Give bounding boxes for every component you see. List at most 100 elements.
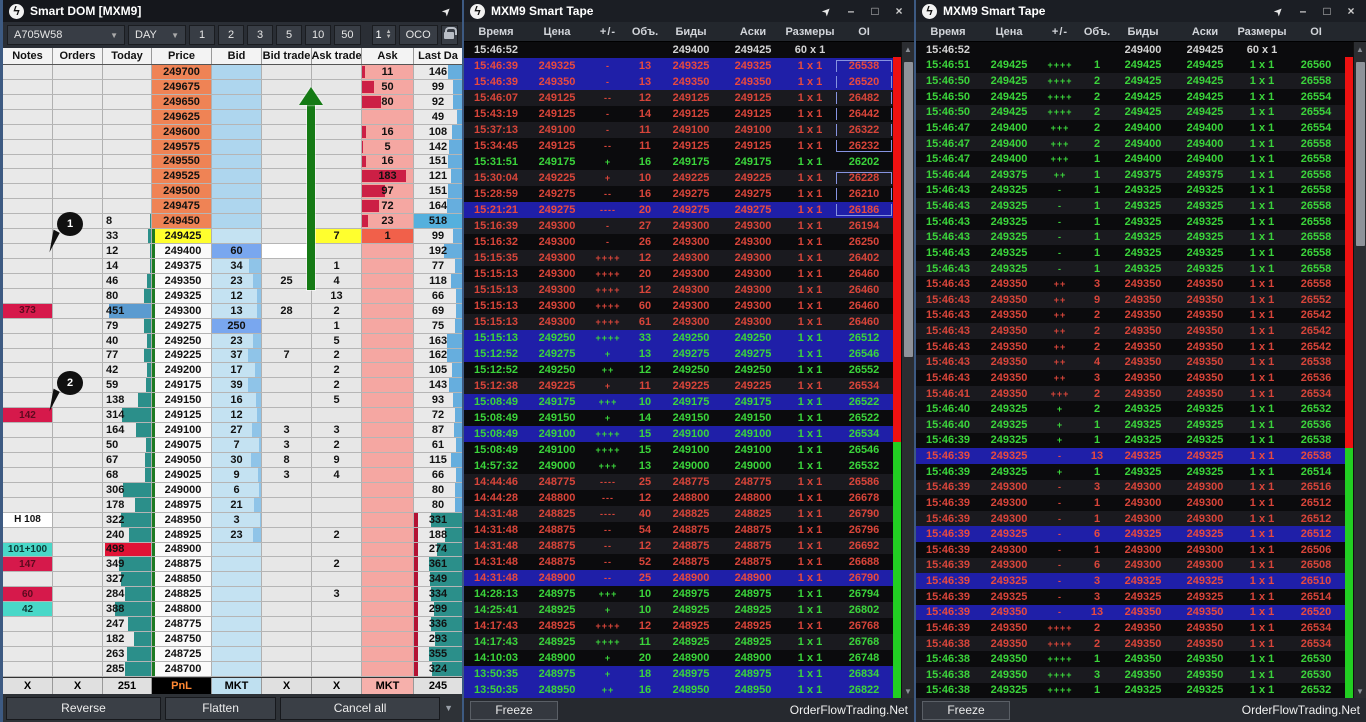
ask-trade-cell[interactable] <box>312 109 362 124</box>
pnl-button[interactable]: PnL <box>152 678 212 694</box>
more-dropdown-icon[interactable]: ▼ <box>444 703 453 713</box>
bid-cell[interactable] <box>212 109 262 124</box>
price-cell[interactable]: 248825 <box>152 587 212 602</box>
price-cell[interactable]: 248725 <box>152 646 212 661</box>
ask-cell[interactable] <box>362 512 414 527</box>
pin-icon[interactable]: ➤ <box>438 4 456 19</box>
cancel-bids-button[interactable]: X <box>3 678 53 694</box>
bid-trade-cell[interactable] <box>262 94 312 109</box>
bid-trade-cell[interactable] <box>262 154 312 169</box>
ask-cell[interactable] <box>362 572 414 587</box>
price-cell[interactable]: 249000 <box>152 482 212 497</box>
bid-trade-cell[interactable] <box>262 65 312 79</box>
bid-cell[interactable]: 7 <box>212 438 262 452</box>
ask-cell[interactable] <box>362 587 414 602</box>
account-select[interactable]: A705W58 ▼ <box>7 25 125 45</box>
qty-button-5[interactable]: 5 <box>276 25 302 45</box>
ask-trade-cell[interactable]: 2 <box>312 303 362 318</box>
ask-cell[interactable] <box>362 109 414 124</box>
scrollbar-thumb[interactable] <box>1355 62 1365 246</box>
ask-trade-cell[interactable]: 2 <box>312 363 362 378</box>
bid-cell[interactable] <box>212 169 262 184</box>
bid-trade-cell[interactable] <box>262 632 312 646</box>
ask-cell[interactable] <box>362 557 414 572</box>
ask-cell[interactable] <box>362 393 414 408</box>
period-select[interactable]: DAY ▼ <box>128 25 186 45</box>
ask-cell[interactable] <box>362 617 414 632</box>
qty-button-10[interactable]: 10 <box>305 25 332 45</box>
ask-trade-cell[interactable] <box>312 632 362 646</box>
note-badge[interactable]: H 108 <box>3 512 52 527</box>
ask-trade-cell[interactable]: 2 <box>312 378 362 393</box>
bid-cell[interactable] <box>212 214 262 229</box>
price-cell[interactable]: 248900 <box>152 542 212 557</box>
qty-button-3[interactable]: 3 <box>247 25 273 45</box>
bid-cell[interactable]: 17 <box>212 363 262 378</box>
bid-trade-cell[interactable] <box>262 363 312 378</box>
ask-trade-cell[interactable] <box>312 512 362 527</box>
ask-cell[interactable] <box>362 363 414 378</box>
bid-cell[interactable]: 37 <box>212 348 262 363</box>
price-cell[interactable]: 248700 <box>152 661 212 676</box>
price-cell[interactable]: 248750 <box>152 632 212 646</box>
bid-cell[interactable]: 6 <box>212 482 262 497</box>
bid-cell[interactable]: 12 <box>212 288 262 303</box>
bid-trade-cell[interactable] <box>262 542 312 557</box>
maximize-button[interactable]: □ <box>871 4 879 18</box>
ask-cell[interactable] <box>362 542 414 557</box>
bid-cell[interactable] <box>212 94 262 109</box>
ask-cell[interactable] <box>362 273 414 288</box>
bid-trade-cell[interactable] <box>262 617 312 632</box>
bid-cell[interactable] <box>212 602 262 617</box>
cancel-bid-trades-button[interactable]: X <box>262 678 312 694</box>
bid-cell[interactable] <box>212 139 262 154</box>
cancel-ask-trades-button[interactable]: X <box>312 678 362 694</box>
note-badge[interactable]: 101+100 <box>3 542 52 557</box>
tape-scrollbar-right[interactable]: ▲ ▼ <box>1353 42 1366 698</box>
pin-icon[interactable]: ➤ <box>818 4 836 19</box>
bid-cell[interactable] <box>212 79 262 94</box>
bid-trade-cell[interactable] <box>262 602 312 617</box>
note-badge[interactable]: 147 <box>3 557 52 572</box>
bid-cell[interactable]: 12 <box>212 408 262 423</box>
ask-cell[interactable] <box>362 288 414 303</box>
ask-trade-cell[interactable]: 1 <box>312 318 362 333</box>
price-cell[interactable]: 249075 <box>152 438 212 452</box>
ask-cell[interactable]: 183 <box>362 169 414 184</box>
pin-icon[interactable]: ➤ <box>1270 4 1288 19</box>
price-cell[interactable]: 249150 <box>152 393 212 408</box>
bid-cell[interactable] <box>212 154 262 169</box>
bid-trade-cell[interactable]: 8 <box>262 452 312 467</box>
ask-trade-cell[interactable]: 2 <box>312 438 362 452</box>
ask-cell[interactable] <box>362 482 414 497</box>
mkt-sell-button[interactable]: MKT <box>362 678 414 694</box>
ask-cell[interactable] <box>362 258 414 273</box>
price-cell[interactable]: 249425 <box>152 229 212 244</box>
ask-trade-cell[interactable] <box>312 646 362 661</box>
price-cell[interactable]: 248975 <box>152 497 212 512</box>
ask-cell[interactable] <box>362 378 414 393</box>
maximize-button[interactable]: □ <box>1323 4 1331 18</box>
bid-cell[interactable]: 9 <box>212 467 262 482</box>
ask-trade-cell[interactable] <box>312 482 362 497</box>
note-badge[interactable]: 142 <box>3 408 52 423</box>
qty-button-50[interactable]: 50 <box>334 25 361 45</box>
bid-trade-cell[interactable] <box>262 169 312 184</box>
qty-button-1[interactable]: 1 <box>189 25 215 45</box>
price-cell[interactable]: 249450 <box>152 214 212 229</box>
qty-button-2[interactable]: 2 <box>218 25 244 45</box>
price-cell[interactable]: 249300 <box>152 303 212 318</box>
bid-cell[interactable]: 34 <box>212 258 262 273</box>
price-cell[interactable]: 249500 <box>152 184 212 199</box>
bid-cell[interactable]: 23 <box>212 527 262 542</box>
bid-cell[interactable] <box>212 229 262 244</box>
ask-cell[interactable]: 72 <box>362 199 414 214</box>
ask-cell[interactable]: 16 <box>362 154 414 169</box>
bid-trade-cell[interactable] <box>262 139 312 154</box>
tape-scrollbar-mid[interactable]: ▲ ▼ <box>901 42 914 698</box>
ask-cell[interactable] <box>362 497 414 512</box>
ask-cell[interactable] <box>362 646 414 661</box>
cancel-orders-button[interactable]: X <box>53 678 103 694</box>
price-cell[interactable]: 249625 <box>152 109 212 124</box>
ask-cell[interactable] <box>362 318 414 333</box>
